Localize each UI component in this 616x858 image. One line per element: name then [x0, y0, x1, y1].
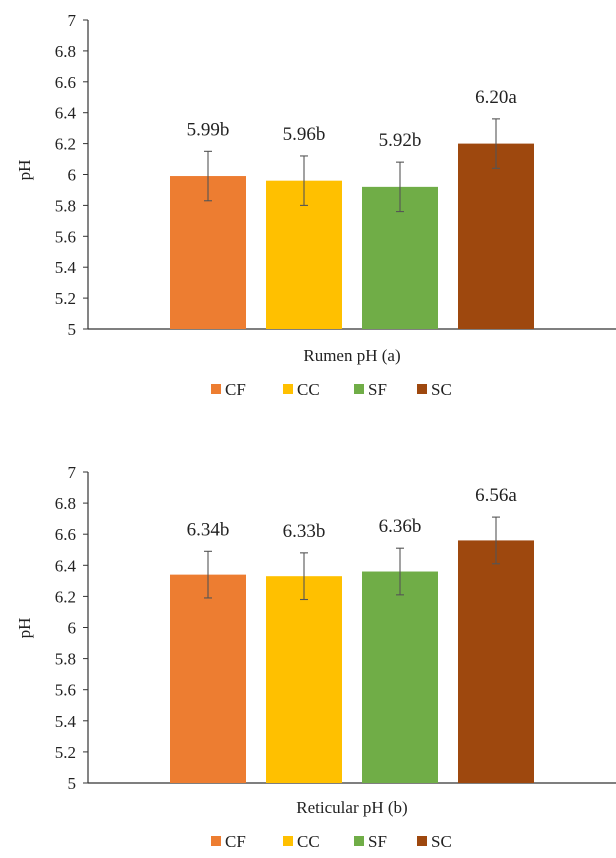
legend-label: CF: [225, 380, 246, 399]
y-tick-label: 6.8: [55, 42, 76, 61]
legend-label: CC: [297, 832, 320, 851]
y-tick-label: 6: [68, 619, 77, 638]
legend-label: SC: [431, 832, 452, 851]
legend-swatch: [417, 836, 427, 846]
legend-swatch: [283, 384, 293, 394]
y-tick-label: 5.6: [55, 681, 76, 700]
y-tick-label: 6.4: [55, 556, 77, 575]
chart-reticular-ph: 5 5.2 5.4 5.6 5.8 6 6.2 6.4 6.6 6.8 7 pH 6.34b 6.33b 6…: [15, 463, 616, 851]
legend-swatch: [354, 384, 364, 394]
data-label: 5.96b: [283, 124, 326, 145]
bar-sf: [362, 571, 438, 783]
bar-cf: [170, 176, 246, 329]
data-label: 5.92b: [379, 130, 422, 151]
x-axis-label: Rumen pH (a): [303, 346, 400, 365]
legend-label: SC: [431, 380, 452, 399]
y-tick-label: 5: [68, 320, 77, 339]
y-tick-label: 6.8: [55, 494, 76, 513]
y-axis-label: pH: [15, 160, 34, 181]
y-tick-label: 6.2: [55, 135, 76, 154]
legend-label: CC: [297, 380, 320, 399]
y-tick-label: 7: [68, 463, 77, 482]
y-tick-label: 5.8: [55, 196, 76, 215]
legend-swatch: [417, 384, 427, 394]
y-tick-label: 5.4: [55, 258, 77, 277]
y-tick-label: 6.6: [55, 73, 76, 92]
legend-swatch: [211, 384, 221, 394]
data-label: 6.56a: [475, 485, 517, 506]
y-tick-label: 5.2: [55, 289, 76, 308]
data-label: 5.99b: [187, 119, 230, 140]
chart-rumen-ph: 5 5.2 5.4 5.6 5.8 6 6.2 6.4 6.6 6.8 7 pH 5.99b 5.96b 5…: [15, 11, 616, 399]
x-axis-label: Reticular pH (b): [296, 798, 407, 817]
legend-label: SF: [368, 832, 387, 851]
legend-label: CF: [225, 832, 246, 851]
legend-swatch: [211, 836, 221, 846]
data-label: 6.20a: [475, 87, 517, 108]
bar-cc: [266, 576, 342, 783]
y-tick-label: 5.4: [55, 712, 77, 731]
legend-swatch: [354, 836, 364, 846]
y-tick-label: 6.6: [55, 525, 76, 544]
legend-label: SF: [368, 380, 387, 399]
y-tick-label: 5: [68, 774, 77, 793]
data-label: 6.33b: [283, 521, 326, 542]
data-label: 6.34b: [187, 519, 230, 540]
y-tick-label: 5.6: [55, 227, 76, 246]
y-tick-label: 5.2: [55, 743, 76, 762]
bar-cf: [170, 574, 246, 783]
y-tick-label: 5.8: [55, 650, 76, 669]
y-tick-label: 6: [68, 166, 77, 185]
y-tick-label: 6.2: [55, 587, 76, 606]
legend-swatch: [283, 836, 293, 846]
data-label: 6.36b: [379, 516, 422, 537]
bar-sc: [458, 143, 534, 329]
y-axis-label: pH: [15, 618, 34, 639]
y-tick-label: 6.4: [55, 104, 77, 123]
bar-sc: [458, 540, 534, 783]
y-tick-label: 7: [68, 11, 77, 30]
